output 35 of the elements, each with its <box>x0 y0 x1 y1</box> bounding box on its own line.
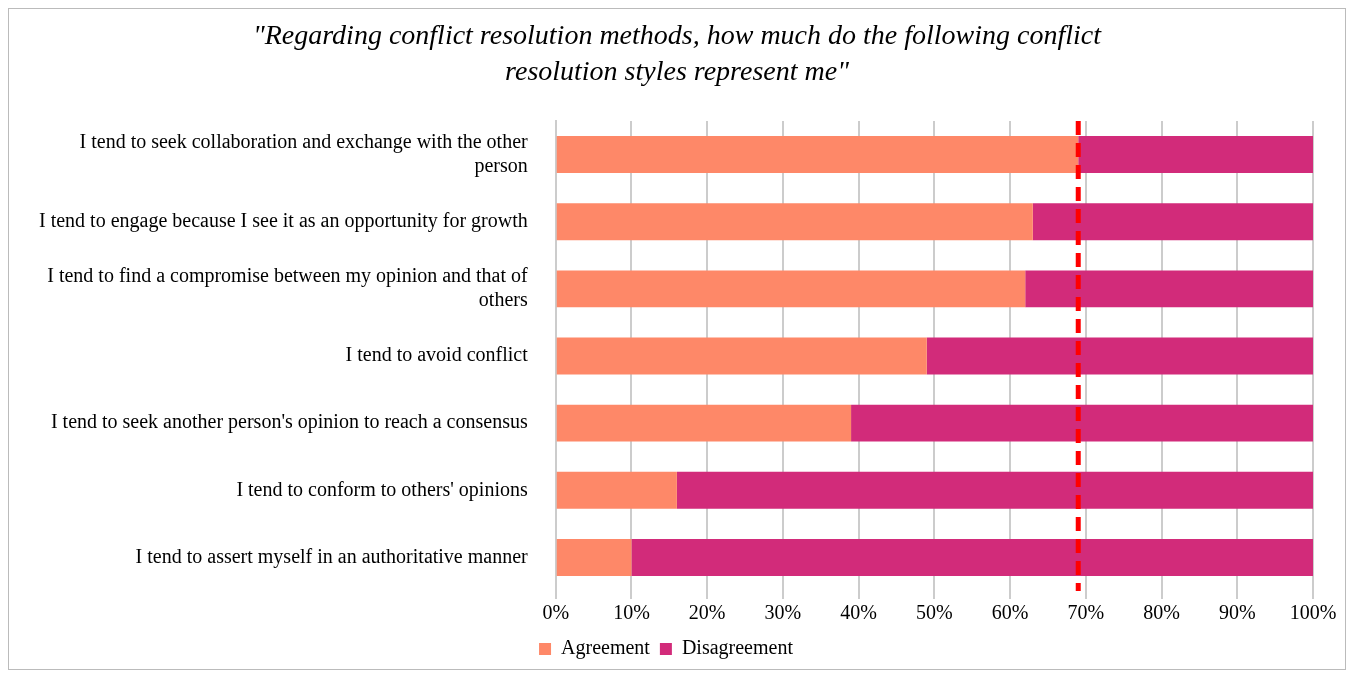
chart-title: "Regarding conflict resolution methods, how much do the following conflict resolution styles represent me" <box>251 18 1103 88</box>
y-tick-label: I tend to seek another person's opinion to reach a consensus <box>50 410 528 434</box>
y-tick-label: I tend to engage because I see it as an opportunity for growth <box>39 208 528 232</box>
x-tick-label: 80% <box>1143 601 1180 624</box>
x-tick-label: 100% <box>1289 601 1337 624</box>
x-tick-label: 40% <box>840 601 877 624</box>
y-tick-label: I tend to conform to others' opinions <box>236 477 528 501</box>
legend-label: Disagreement <box>681 636 794 660</box>
bar <box>926 337 1313 375</box>
x-tick-label: 70% <box>1067 601 1105 624</box>
bar <box>556 471 677 509</box>
x-tick-label: 50% <box>916 601 953 624</box>
y-tick-label: I tend to find a compromise between my opinion and that of others <box>47 264 529 311</box>
bar <box>556 404 852 442</box>
x-tick-label: 10% <box>613 601 650 624</box>
bar <box>556 337 927 375</box>
bar <box>556 203 1033 241</box>
bar <box>556 538 632 576</box>
bar <box>676 471 1313 509</box>
y-tick-label: I tend to seek collaboration and exchange with the other person <box>79 129 529 177</box>
bar <box>851 404 1313 442</box>
x-tick-label: 0% <box>542 601 570 624</box>
y-tick-label: I tend to avoid conflict <box>345 343 529 366</box>
x-tick-label: 60% <box>991 601 1029 624</box>
x-tick-label: 90% <box>1218 601 1256 624</box>
bar <box>631 538 1313 576</box>
x-tick-label: 20% <box>688 601 726 624</box>
bar <box>1025 270 1313 308</box>
bar <box>1078 136 1313 174</box>
bar <box>556 136 1079 174</box>
legend-label: Agreement <box>561 636 651 660</box>
bar <box>1032 203 1313 241</box>
y-tick-label: I tend to assert myself in an authoritative manner <box>135 544 529 568</box>
x-tick-label: 30% <box>764 601 802 624</box>
bar <box>556 270 1026 308</box>
